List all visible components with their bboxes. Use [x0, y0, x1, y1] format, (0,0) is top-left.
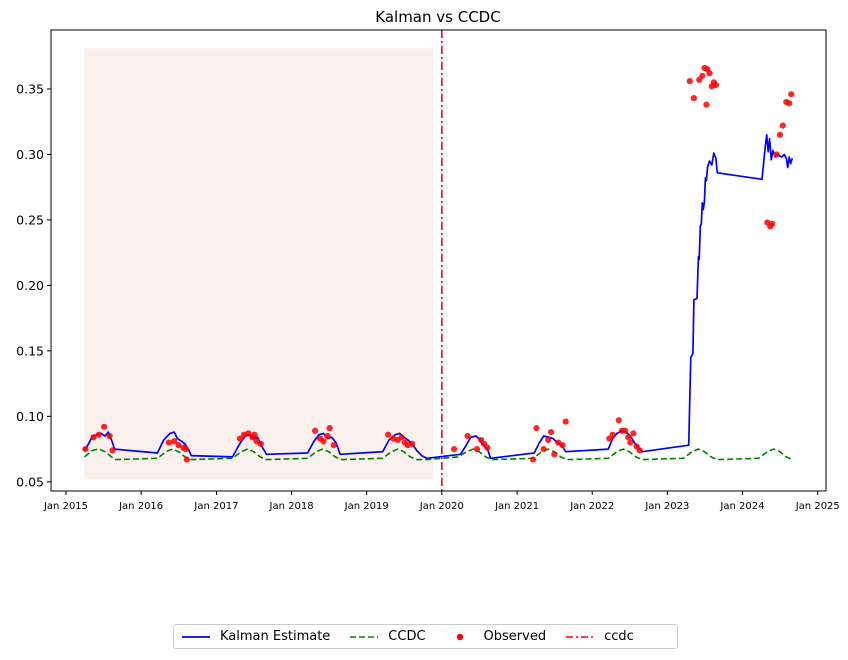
x-tick-label: Jan 2025: [795, 501, 840, 512]
shaded-region-layer: [84, 48, 434, 480]
legend-swatch-dashdot-line: [566, 635, 595, 638]
observed-point: [699, 72, 706, 79]
observed-point: [90, 434, 97, 441]
y-tick-label: 0.05: [16, 474, 44, 489]
legend-swatch-solid-line: [182, 635, 210, 638]
observed-point: [175, 442, 182, 449]
observed-point: [686, 77, 693, 85]
legend-swatch-dashed-line: [350, 635, 379, 638]
observed-point: [182, 445, 189, 453]
observed-point: [615, 417, 622, 424]
observed-point: [409, 440, 416, 447]
y-tick-label: 0.25: [16, 212, 44, 227]
y-tick-label: 0.35: [16, 81, 44, 96]
observed-point: [320, 438, 327, 445]
legend-entry-ccdc-fit: CCDC: [350, 629, 426, 644]
observed-point: [109, 447, 116, 454]
observed-point: [530, 456, 537, 463]
observed-point: [627, 439, 634, 446]
observed-point: [236, 435, 244, 442]
observed-point: [625, 434, 632, 441]
observed-point: [769, 220, 776, 227]
ccdc-fit-line: [83, 448, 794, 461]
observed-point: [545, 436, 552, 444]
observed-point: [786, 100, 793, 107]
x-tick-label: Jan 2018: [269, 501, 314, 512]
observed-point: [330, 442, 337, 449]
observed-point: [484, 444, 491, 451]
legend-label: ccdc: [604, 629, 634, 644]
plot-frame: [50, 29, 827, 492]
observed-point: [609, 431, 616, 438]
observed-point: [540, 445, 547, 453]
y-tick-label: 0.20: [16, 278, 44, 293]
observed-point: [622, 427, 629, 434]
observed-point: [95, 431, 103, 438]
x-tick-label: Jan 2017: [193, 501, 238, 512]
observed-point: [311, 427, 319, 434]
observed-point: [551, 451, 558, 458]
legend-entry-observed: Observed: [446, 629, 547, 644]
x-tick-label: Jan 2020: [419, 501, 464, 512]
observed-points: [82, 64, 795, 463]
observed-point: [706, 70, 713, 77]
x-tick-label: Jan 2024: [719, 501, 764, 512]
shaded-region: [84, 48, 434, 480]
observed-point: [183, 456, 190, 463]
observed-point: [257, 440, 265, 447]
observed-point: [703, 101, 710, 108]
observed-point: [326, 425, 333, 432]
chart-canvas: Kalman vs CCDC 0.050.100.150.200.250.300…: [16, 8, 840, 512]
y-tick-label: 0.30: [16, 147, 44, 162]
legend-entry-ccdc-break: ccdc: [566, 629, 634, 644]
observed-point: [630, 430, 637, 437]
observed-point: [636, 447, 643, 454]
observed-point: [788, 91, 795, 98]
x-tick-label: Jan 2015: [43, 501, 88, 512]
observed-point: [776, 131, 784, 138]
observed-point: [533, 425, 540, 432]
observed-point: [100, 423, 108, 430]
legend-entry-kalman: Kalman Estimate: [182, 629, 330, 644]
observed-point: [171, 438, 178, 445]
observed-point: [82, 445, 89, 453]
observed-point: [398, 434, 405, 441]
observed-point: [712, 81, 720, 89]
observed-point: [690, 95, 697, 102]
observed-point: [106, 432, 113, 440]
x-tick-label: Jan 2022: [569, 501, 614, 512]
y-tick-label: 0.15: [16, 343, 44, 358]
series-layer: [82, 30, 795, 491]
legend: Kalman Estimate CCDC Observed ccdc: [173, 624, 678, 649]
chart-title: Kalman vs CCDC: [375, 8, 500, 26]
legend-label: Kalman Estimate: [220, 629, 331, 644]
observed-point: [245, 430, 252, 437]
observed-point: [165, 439, 173, 446]
kalman-estimate-line: [83, 133, 794, 460]
observed-point: [473, 445, 481, 453]
observed-point: [547, 428, 555, 436]
observed-point: [779, 122, 786, 129]
axes-layer: 0.05 0.10 0.15 0.20 0.25 0.30 0.35 Jan 2015 Jan …: [16, 29, 840, 512]
y-tick-label: 0.10: [16, 409, 44, 424]
observed-point: [384, 431, 392, 438]
observed-point: [559, 442, 566, 449]
observed-point: [773, 151, 780, 158]
legend-label: CCDC: [388, 629, 426, 644]
x-tick-label: Jan 2023: [644, 501, 689, 512]
x-tick-label: Jan 2016: [118, 501, 163, 512]
observed-point: [562, 418, 569, 425]
legend-label: Observed: [483, 629, 547, 644]
observed-point: [324, 432, 331, 440]
observed-point: [451, 445, 458, 453]
x-tick-label: Jan 2021: [494, 501, 539, 512]
x-tick-label: Jan 2019: [344, 501, 389, 512]
observed-point: [464, 432, 471, 440]
observed-point: [251, 431, 258, 438]
legend-swatch-dot: [456, 633, 463, 640]
